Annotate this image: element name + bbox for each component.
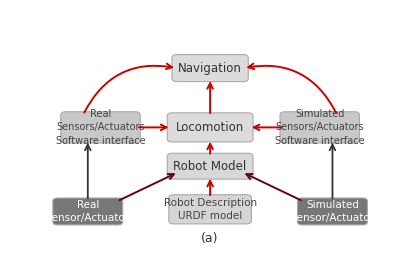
Text: Robot Model: Robot Model <box>173 160 246 173</box>
FancyBboxPatch shape <box>53 198 122 225</box>
FancyBboxPatch shape <box>169 195 251 224</box>
Text: Navigation: Navigation <box>178 62 241 74</box>
Text: Robot Description
URDF model: Robot Description URDF model <box>163 198 256 221</box>
Text: Real
Sensors/Actuators
Software interface: Real Sensors/Actuators Software interfac… <box>56 109 145 146</box>
FancyBboxPatch shape <box>297 198 366 225</box>
FancyBboxPatch shape <box>172 55 248 81</box>
FancyBboxPatch shape <box>61 112 140 143</box>
Text: (a): (a) <box>201 232 218 245</box>
FancyBboxPatch shape <box>167 113 252 142</box>
FancyBboxPatch shape <box>279 112 359 143</box>
FancyBboxPatch shape <box>167 153 252 179</box>
Text: Simulated
Sensors/Actuators
Software interface: Simulated Sensors/Actuators Software int… <box>274 109 364 146</box>
Text: Real
Sensor/Actuator: Real Sensor/Actuator <box>46 200 130 223</box>
Text: Locomotion: Locomotion <box>175 121 244 134</box>
Text: Simulated
Sensor/Actuator: Simulated Sensor/Actuator <box>290 200 373 223</box>
